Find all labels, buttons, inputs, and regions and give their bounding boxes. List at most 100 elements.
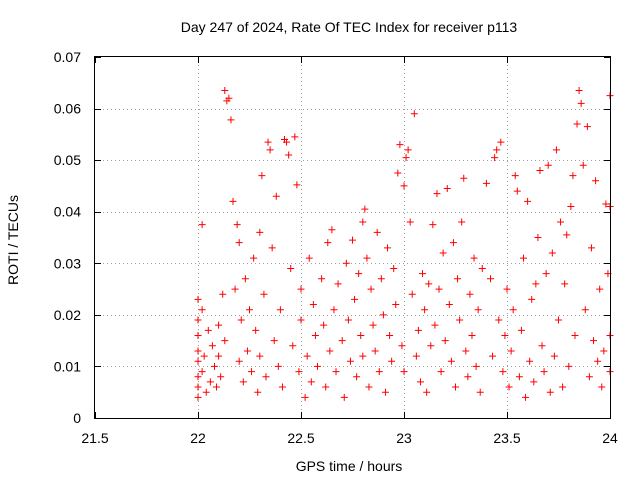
data-point bbox=[561, 280, 569, 288]
y-tick-label: 0.06 bbox=[54, 101, 81, 117]
data-point bbox=[390, 264, 398, 272]
data-point bbox=[346, 357, 354, 365]
y-axis-label: ROTI / TECUs bbox=[5, 195, 21, 285]
data-point bbox=[338, 337, 346, 345]
y-tick-label: 0.01 bbox=[54, 358, 81, 374]
data-point bbox=[237, 316, 245, 324]
data-point bbox=[429, 221, 437, 229]
data-point bbox=[375, 368, 383, 376]
data-point bbox=[309, 301, 317, 309]
data-point bbox=[357, 331, 365, 339]
x-tick-label: 21.5 bbox=[81, 430, 108, 446]
data-point bbox=[340, 393, 348, 401]
data-point bbox=[550, 352, 558, 360]
data-point bbox=[355, 270, 363, 278]
data-point bbox=[596, 285, 604, 293]
x-axis-label: GPS time / hours bbox=[296, 458, 403, 474]
data-point bbox=[408, 290, 416, 298]
data-point bbox=[379, 311, 387, 319]
data-point bbox=[552, 146, 560, 154]
data-point bbox=[326, 347, 334, 355]
data-point bbox=[452, 383, 459, 391]
data-point bbox=[587, 244, 595, 252]
data-point bbox=[505, 383, 513, 391]
data-point bbox=[600, 347, 608, 355]
data-point bbox=[334, 280, 342, 288]
data-point bbox=[243, 347, 251, 355]
data-point bbox=[246, 306, 253, 314]
x-tick-label: 23 bbox=[396, 430, 412, 446]
data-point bbox=[283, 138, 291, 146]
x-tick-label: 22 bbox=[190, 430, 206, 446]
y-tick-labels: 0 0.01 0.02 0.03 0.04 0.05 0.06 0.07 bbox=[54, 49, 81, 426]
data-point bbox=[398, 342, 406, 350]
chart-title: Day 247 of 2024, Rate Of TEC Index for r… bbox=[181, 19, 518, 35]
data-point bbox=[206, 378, 214, 386]
data-point bbox=[482, 179, 490, 187]
data-point bbox=[194, 383, 202, 391]
data-point bbox=[258, 172, 266, 180]
data-point bbox=[217, 373, 225, 381]
y-tick-label: 0.04 bbox=[54, 204, 81, 220]
data-point bbox=[464, 373, 472, 381]
y-tick-label: 0.07 bbox=[54, 49, 81, 65]
data-point bbox=[419, 270, 427, 278]
data-point bbox=[499, 368, 507, 376]
data-point bbox=[433, 190, 441, 198]
data-point bbox=[581, 306, 589, 314]
data-point bbox=[268, 244, 276, 252]
data-point bbox=[548, 249, 556, 257]
data-point bbox=[208, 342, 216, 350]
data-point bbox=[583, 123, 591, 131]
data-point bbox=[412, 352, 420, 360]
data-point bbox=[526, 357, 534, 365]
data-point bbox=[215, 321, 223, 329]
data-point bbox=[470, 254, 478, 262]
data-point bbox=[493, 146, 501, 154]
data-point bbox=[495, 316, 503, 324]
data-point bbox=[272, 192, 280, 200]
data-point bbox=[233, 221, 241, 229]
data-point bbox=[256, 352, 264, 360]
data-point bbox=[441, 337, 449, 345]
data-point bbox=[318, 275, 326, 283]
data-point bbox=[367, 285, 375, 293]
data-point bbox=[445, 301, 453, 309]
data-point bbox=[565, 362, 573, 370]
y-tick-label: 0 bbox=[73, 410, 81, 426]
data-point bbox=[344, 316, 352, 324]
data-point bbox=[392, 301, 400, 309]
data-point bbox=[478, 264, 486, 272]
data-point bbox=[538, 342, 546, 350]
data-point bbox=[437, 368, 445, 376]
data-point bbox=[301, 393, 309, 401]
data-point bbox=[297, 285, 305, 293]
data-point bbox=[423, 388, 431, 396]
data-point bbox=[377, 275, 385, 283]
data-point bbox=[225, 94, 233, 102]
data-point bbox=[219, 290, 227, 298]
data-point bbox=[458, 218, 466, 226]
data-point bbox=[293, 181, 301, 189]
data-point bbox=[569, 172, 577, 180]
data-point bbox=[264, 138, 272, 146]
data-point bbox=[349, 236, 356, 244]
data-point bbox=[384, 244, 392, 252]
data-point bbox=[365, 383, 373, 391]
data-point bbox=[276, 306, 284, 314]
data-point bbox=[291, 133, 299, 141]
data-point bbox=[229, 197, 237, 205]
data-point bbox=[590, 337, 598, 345]
data-point bbox=[303, 352, 311, 360]
data-point bbox=[388, 357, 396, 365]
data-point bbox=[322, 383, 330, 391]
data-point bbox=[353, 373, 361, 381]
data-point bbox=[194, 295, 202, 303]
data-point bbox=[447, 357, 455, 365]
data-point bbox=[248, 368, 256, 376]
axis-ticks bbox=[95, 57, 611, 419]
data-point bbox=[235, 357, 243, 365]
data-point bbox=[592, 177, 600, 185]
data-point bbox=[575, 87, 583, 95]
data-point bbox=[487, 275, 495, 283]
